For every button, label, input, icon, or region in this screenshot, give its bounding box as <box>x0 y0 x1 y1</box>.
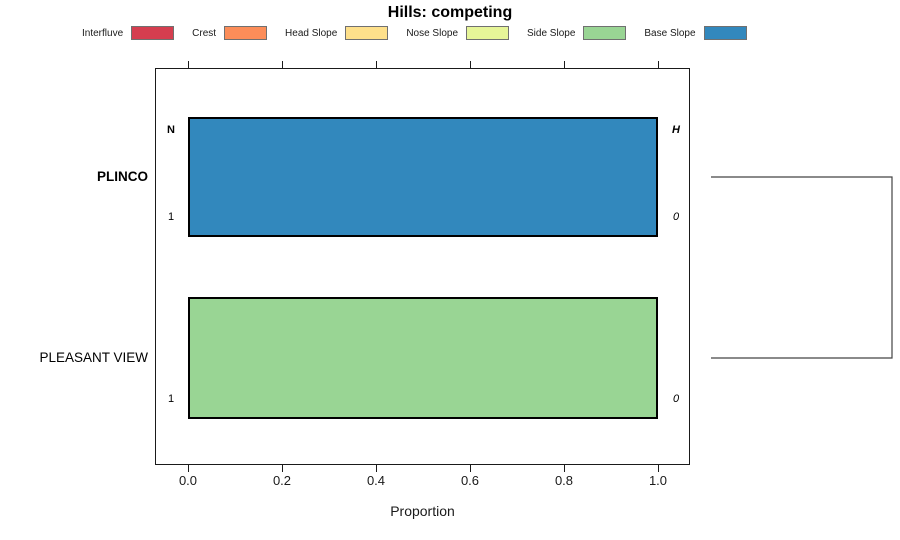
legend-item-crest: Crest <box>192 26 268 40</box>
legend-swatch-crest <box>224 26 268 40</box>
axis-tick-bottom <box>376 465 377 472</box>
axis-tick-label: 0.2 <box>272 473 292 488</box>
axis-tick-label: 0.4 <box>366 473 386 488</box>
legend-item-side-slope: Side Slope <box>527 26 627 40</box>
axis-tick-bottom <box>564 465 565 472</box>
x-axis-label: Proportion <box>390 503 455 519</box>
bar-annotation-top-left: N <box>167 124 175 136</box>
legend-label: Base Slope <box>644 27 696 39</box>
axis-tick-top <box>282 61 283 68</box>
legend: Interfluve Crest Head Slope Nose Slope Side … <box>82 26 747 40</box>
legend-swatch-nose-slope <box>466 26 510 40</box>
axis-tick-bottom <box>188 465 189 472</box>
axis-tick-label: 0.8 <box>554 473 574 488</box>
legend-label: Nose Slope <box>406 27 459 39</box>
axis-tick-top <box>188 61 189 68</box>
bar-segment-pleasant-view-side-slope <box>188 297 658 419</box>
axis-tick-top <box>470 61 471 68</box>
axis-tick-bottom <box>658 465 659 472</box>
row-label-plinco: PLINCO <box>96 169 148 184</box>
axis-tick-bottom <box>470 465 471 472</box>
legend-item-nose-slope: Nose Slope <box>406 26 510 40</box>
legend-label: Head Slope <box>285 27 338 39</box>
axis-tick-label: 1.0 <box>648 473 668 488</box>
bar-annotation-bottom-right: 0 <box>672 393 680 405</box>
bar-segment-plinco-base-slope <box>188 117 658 237</box>
legend-swatch-base-slope <box>703 26 747 40</box>
dendrogram-branch <box>711 176 893 359</box>
bar-annotation-bottom-left: 1 <box>167 393 175 405</box>
legend-label: Interfluve <box>82 27 124 39</box>
bar-annotation-top-right: H <box>672 124 680 136</box>
legend-item-head-slope: Head Slope <box>285 26 389 40</box>
axis-tick-bottom <box>282 465 283 472</box>
axis-tick-top <box>658 61 659 68</box>
bar-annotation-bottom-left: 1 <box>167 211 175 223</box>
chart-title: Hills: competing <box>387 4 513 21</box>
axis-tick-top <box>376 61 377 68</box>
axis-tick-label: 0.6 <box>460 473 480 488</box>
legend-swatch-interfluve <box>131 26 175 40</box>
legend-label: Crest <box>192 27 217 39</box>
legend-swatch-head-slope <box>345 26 389 40</box>
bar-annotation-bottom-right: 0 <box>672 211 680 223</box>
legend-item-interfluve: Interfluve <box>82 26 175 40</box>
axis-tick-label: 0.0 <box>178 473 198 488</box>
axis-tick-top <box>564 61 565 68</box>
row-label-pleasant-view: PLEASANT VIEW <box>39 350 148 365</box>
legend-label: Side Slope <box>527 27 576 39</box>
legend-swatch-side-slope <box>583 26 627 40</box>
legend-item-base-slope: Base Slope <box>644 26 747 40</box>
